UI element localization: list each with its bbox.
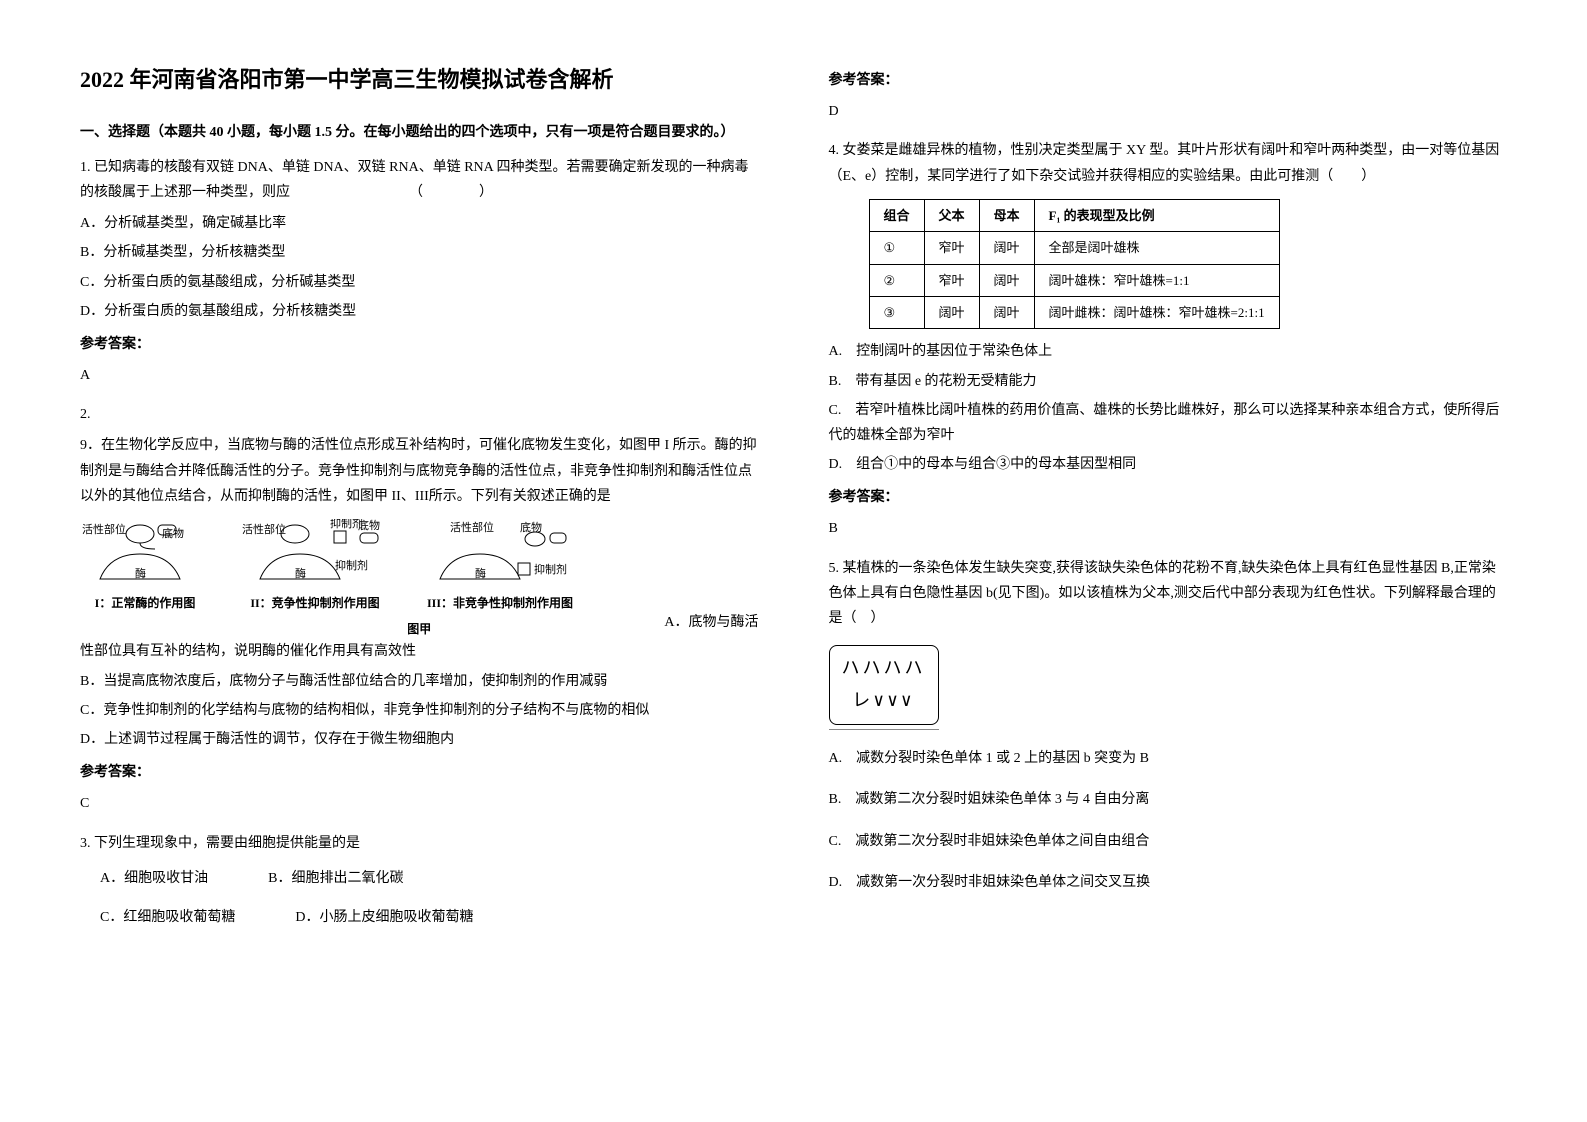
- table-row: ② 窄叶 阔叶 阔叶雄株：窄叶雄株=1:1: [869, 264, 1279, 296]
- question-2: 2. 9．在生物化学反应中，当底物与酶的活性位点形成互补结构时，可催化底物发生变…: [80, 402, 759, 816]
- q1-ans: A: [80, 363, 759, 388]
- right-column: 参考答案： D 4. 女娄菜是雌雄异株的植物，性别决定类型属于 XY 型。其叶片…: [829, 60, 1508, 944]
- table-row: ③ 阔叶 阔叶 阔叶雌株：阔叶雄株：窄叶雄株=2:1:1: [869, 296, 1279, 328]
- q5-figure: ハハハハ レ∨∨∨: [829, 645, 939, 725]
- cell: ③: [869, 296, 924, 328]
- q2-opt-a2: 性部位具有互补的结构，说明酶的催化作用具有高效性: [80, 639, 759, 664]
- q4-ans: B: [829, 516, 1508, 541]
- table-row: ① 窄叶 阔叶 全部是阔叶雄株: [869, 232, 1279, 264]
- svg-text:酶: 酶: [135, 567, 146, 580]
- q4-num: 4.: [829, 143, 840, 158]
- fig3-caption: III：非竞争性抑制剂作用图: [420, 593, 580, 615]
- q5-opt-d: D. 减数第一次分裂时非姐妹染色单体之间交叉互换: [829, 870, 1508, 895]
- q5-num: 5.: [829, 561, 840, 576]
- fig1-label: 活性部位: [82, 522, 126, 536]
- cell: ①: [869, 232, 924, 264]
- svg-text:酶: 酶: [295, 567, 306, 580]
- fig1-caption: I：正常酶的作用图: [80, 593, 210, 615]
- q4-table: 组合 父本 母本 F₁ 的表现型及比例 ① 窄叶 阔叶 全部是阔叶雄株 ② 窄叶…: [869, 199, 1280, 330]
- left-column: 2022 年河南省洛阳市第一中学高三生物模拟试卷含解析 一、选择题（本题共 40…: [80, 60, 759, 944]
- q4-opt-c: C. 若窄叶植株比阔叶植株的药用价值高、雄株的长势比雌株好，那么可以选择某种亲本…: [829, 398, 1508, 448]
- svg-text:活性部位: 活性部位: [450, 520, 494, 534]
- q1-opt-c: C．分析蛋白质的氨基酸组成，分析碱基类型: [80, 270, 759, 295]
- cell: 窄叶: [924, 232, 979, 264]
- q1-num: 1.: [80, 160, 91, 175]
- q2-ans-label: 参考答案：: [80, 760, 759, 785]
- fig-panel-2: 活性部位 抑制剂 底物 酶 抑制剂 II：竞争性抑制剂作用图: [240, 519, 390, 615]
- q1-opt-b: B．分析碱基类型，分析核糖类型: [80, 240, 759, 265]
- cell: 阔叶雌株：阔叶雄株：窄叶雄株=2:1:1: [1034, 296, 1279, 328]
- q4-ans-label: 参考答案：: [829, 485, 1508, 510]
- svg-text:底物: 底物: [162, 526, 184, 540]
- cell: 阔叶雄株：窄叶雄株=1:1: [1034, 264, 1279, 296]
- q5-body: 某植株的一条染色体发生缺失突变,获得该缺失染色体的花粉不育,缺失染色体上具有红色…: [829, 561, 1496, 626]
- question-1: 1. 已知病毒的核酸有双链 DNA、单链 DNA、双链 RNA、单链 RNA 四…: [80, 155, 759, 389]
- q2-opt-b: B．当提高底物浓度后，底物分子与酶活性部位结合的几率增加，使抑制剂的作用减弱: [80, 669, 759, 694]
- svg-text:活性部位: 活性部位: [242, 522, 286, 536]
- cell: 窄叶: [924, 264, 979, 296]
- exam-title: 2022 年河南省洛阳市第一中学高三生物模拟试卷含解析: [80, 60, 759, 100]
- svg-text:底物: 底物: [520, 520, 542, 534]
- q4-opt-d: D. 组合①中的母本与组合③中的母本基因型相同: [829, 452, 1508, 477]
- cell: 全部是阔叶雄株: [1034, 232, 1279, 264]
- th-father: 父本: [924, 199, 979, 231]
- fig2-caption: II：竞争性抑制剂作用图: [240, 593, 390, 615]
- svg-text:抑制剂: 抑制剂: [335, 558, 368, 572]
- fig-panel-1: 活性部位 底物 酶 I：正常酶的作用图: [80, 519, 210, 615]
- q3-body: 下列生理现象中，需要由细胞提供能量的是: [94, 836, 360, 851]
- q2-opt-d: D．上述调节过程属于酶活性的调节，仅存在于微生物细胞内: [80, 727, 759, 752]
- q5-opt-b: B. 减数第二次分裂时姐妹染色单体 3 与 4 自由分离: [829, 787, 1508, 812]
- svg-text:底物: 底物: [358, 519, 380, 532]
- q1-opt-d: D．分析蛋白质的氨基酸组成，分析核糖类型: [80, 299, 759, 324]
- q1-ans-label: 参考答案：: [80, 332, 759, 357]
- section-heading: 一、选择题（本题共 40 小题，每小题 1.5 分。在每小题给出的四个选项中，只…: [80, 120, 759, 145]
- question-3: 3. 下列生理现象中，需要由细胞提供能量的是 A．细胞吸收甘油 B．细胞排出二氧…: [80, 831, 759, 935]
- question-5: 5. 某植株的一条染色体发生缺失突变,获得该缺失染色体的花粉不育,缺失染色体上具…: [829, 556, 1508, 895]
- table-header-row: 组合 父本 母本 F₁ 的表现型及比例: [869, 199, 1279, 231]
- th-combo: 组合: [869, 199, 924, 231]
- q3-ans-label: 参考答案：: [829, 68, 1508, 93]
- q1-opt-a: A．分析碱基类型，确定碱基比率: [80, 211, 759, 236]
- th-f1: F₁ 的表现型及比例: [1034, 199, 1279, 231]
- chrom-row-1: ハハハハ: [842, 653, 926, 685]
- q2-opt-c: C．竞争性抑制剂的化学结构与底物的结构相似，非竞争性抑制剂的分子结构不与底物的相…: [80, 698, 759, 723]
- q2-num: 2.: [80, 402, 759, 427]
- q5-underline: [829, 729, 939, 730]
- q3-ans: D: [829, 99, 1508, 124]
- chrom-row-2: レ∨∨∨: [852, 685, 915, 717]
- q2-ans: C: [80, 791, 759, 816]
- svg-text:抑制剂: 抑制剂: [534, 562, 567, 576]
- cell: 阔叶: [924, 296, 979, 328]
- q1-body: 已知病毒的核酸有双链 DNA、单链 DNA、双链 RNA、单链 RNA 四种类型…: [80, 160, 749, 200]
- q2-body: 9．在生物化学反应中，当底物与酶的活性位点形成互补结构时，可催化底物发生变化，如…: [80, 433, 759, 509]
- q3-opt-c: C．红细胞吸收葡萄糖: [100, 905, 235, 930]
- q4-opt-a: A. 控制阔叶的基因位于常染色体上: [829, 339, 1508, 364]
- question-4: 4. 女娄菜是雌雄异株的植物，性别决定类型属于 XY 型。其叶片形状有阔叶和窄叶…: [829, 138, 1508, 541]
- q3-opt-b: B．细胞排出二氧化碳: [268, 866, 403, 891]
- q4-body: 女娄菜是雌雄异株的植物，性别决定类型属于 XY 型。其叶片形状有阔叶和窄叶两种类…: [829, 143, 1500, 183]
- cell: 阔叶: [979, 264, 1034, 296]
- q5-opt-c: C. 减数第二次分裂时非姐妹染色单体之间自由组合: [829, 829, 1508, 854]
- q4-opt-b: B. 带有基因 e 的花粉无受精能力: [829, 369, 1508, 394]
- svg-text:酶: 酶: [475, 567, 486, 580]
- th-mother: 母本: [979, 199, 1034, 231]
- q5-opt-a: A. 减数分裂时染色单体 1 或 2 上的基因 b 突变为 B: [829, 746, 1508, 771]
- q3-opt-a: A．细胞吸收甘油: [100, 866, 208, 891]
- cell: 阔叶: [979, 296, 1034, 328]
- cell: ②: [869, 264, 924, 296]
- fig-panel-3: 活性部位 底物 酶 抑制剂 III：非竞争性抑制剂作用图: [420, 519, 580, 615]
- cell: 阔叶: [979, 232, 1034, 264]
- q3-opt-d: D．小肠上皮细胞吸收葡萄糖: [295, 905, 473, 930]
- q3-num: 3.: [80, 836, 91, 851]
